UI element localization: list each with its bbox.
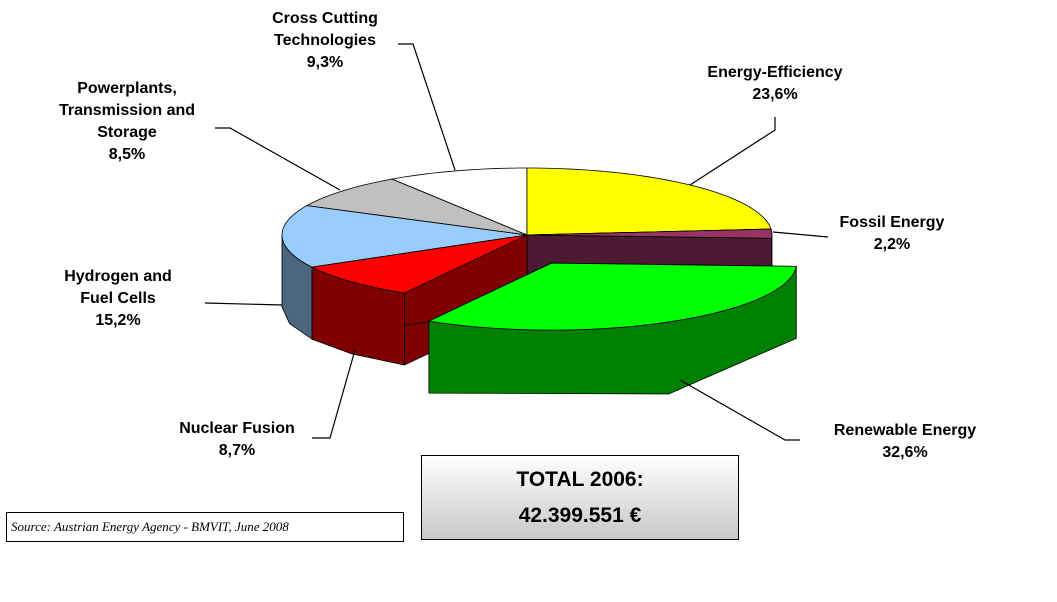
value-label: 23,6% bbox=[752, 86, 798, 103]
value-label: 32,6% bbox=[882, 444, 928, 461]
slice bbox=[310, 234, 528, 294]
slice-label: Fossil Energy 2,2% bbox=[802, 212, 982, 256]
slice bbox=[281, 205, 528, 268]
total-box: TOTAL 2006: 42.399.551 € bbox=[421, 455, 739, 540]
slice-label: Cross Cutting Technologies 9,3% bbox=[225, 8, 425, 74]
category-label: Cross Cutting Technologies bbox=[272, 10, 378, 49]
category-label: Nuclear Fusion bbox=[179, 420, 295, 437]
category-label: Energy-Efficiency bbox=[707, 64, 843, 81]
slice-label: Renewable Energy 32,6% bbox=[795, 420, 1015, 464]
category-label: Powerplants, Transmission and Storage bbox=[58, 80, 196, 141]
slice-label: Powerplants, Transmission and Storage 8,5… bbox=[37, 78, 217, 166]
slice bbox=[305, 178, 528, 236]
value-label: 8,5% bbox=[108, 146, 146, 163]
value-label: 15,2% bbox=[95, 312, 141, 329]
slice-label: Energy-Efficiency 23,6% bbox=[675, 62, 875, 106]
category-label: Fossil Energy bbox=[839, 214, 945, 231]
leader-line bbox=[679, 379, 800, 441]
leader-line bbox=[215, 127, 341, 191]
total-value: 42.399.551 € bbox=[518, 504, 642, 527]
slice bbox=[526, 167, 772, 236]
leader-lines bbox=[204, 43, 829, 441]
slice bbox=[526, 228, 773, 239]
leader-line bbox=[689, 117, 776, 186]
value-label: 9,3% bbox=[306, 54, 344, 71]
value-label: 8,7% bbox=[218, 442, 256, 459]
leader-line bbox=[312, 349, 356, 439]
slice-label: Hydrogen and Fuel Cells 15,2% bbox=[53, 266, 183, 332]
slice bbox=[390, 167, 528, 236]
total-label: TOTAL 2006: bbox=[516, 468, 644, 491]
leader-line bbox=[204, 302, 283, 306]
category-label: Hydrogen and Fuel Cells bbox=[64, 268, 172, 307]
slice-label: Nuclear Fusion 8,7% bbox=[137, 418, 337, 462]
slice bbox=[427, 262, 797, 331]
value-label: 2,2% bbox=[873, 236, 911, 253]
leader-line bbox=[772, 231, 829, 238]
category-label: Renewable Energy bbox=[833, 422, 977, 439]
leader-line bbox=[398, 43, 456, 171]
source-note: Source: Austrian Energy Agency - BMVIT, … bbox=[6, 512, 404, 542]
